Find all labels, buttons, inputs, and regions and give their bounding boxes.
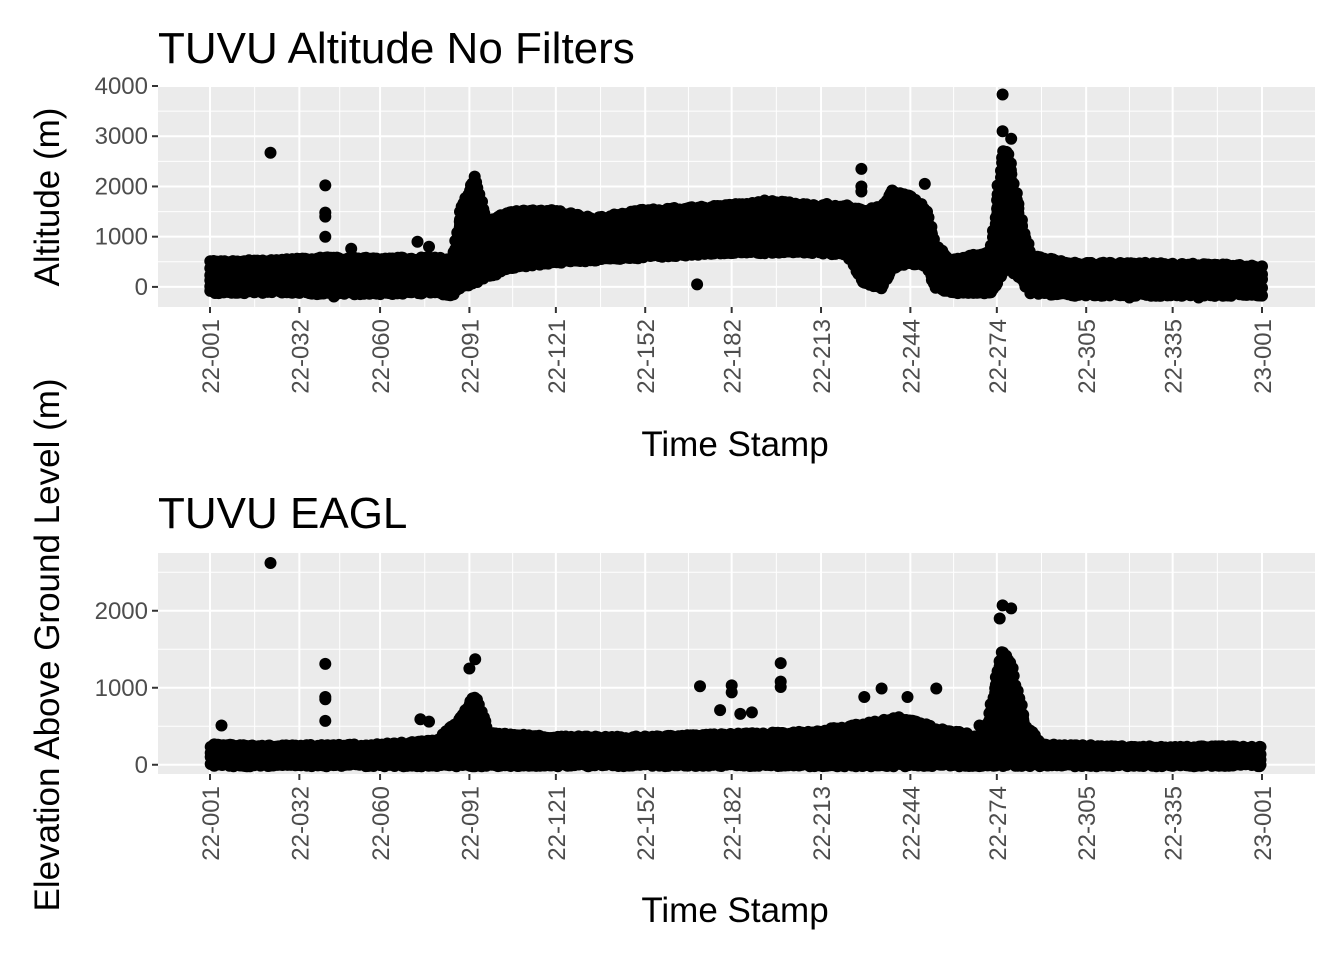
- altitude-outlier-point: [855, 185, 868, 198]
- altitude-outlier-point: [1192, 291, 1205, 304]
- altitude-x-tick-label: 22-213: [809, 319, 836, 394]
- altitude-outlier-point: [1005, 132, 1018, 145]
- altitude-x-tick-label: 22-335: [1161, 319, 1188, 394]
- altitude-x-tick-label: 22-305: [1074, 319, 1101, 394]
- altitude-outlier-point: [411, 235, 424, 248]
- altitude-outlier-point: [327, 290, 340, 303]
- altitude-y-tick-label: 1000: [95, 224, 148, 251]
- altitude-outlier-point: [322, 265, 335, 278]
- altitude-y-axis-title: Altitude (m): [28, 108, 67, 287]
- altitude-x-tick-label: 22-274: [985, 319, 1012, 394]
- altitude-y-tick-label: 3000: [95, 123, 148, 150]
- altitude-outlier-point: [423, 240, 435, 253]
- altitude-points: [204, 88, 1268, 304]
- altitude-chart-title: TUVU Altitude No Filters: [158, 24, 635, 73]
- altitude-outlier-point: [319, 251, 332, 264]
- altitude-outlier-point: [918, 177, 931, 190]
- altitude-outlier-point: [1042, 284, 1055, 297]
- eagl-chart-title: TUVU EAGL: [158, 489, 407, 538]
- altitude-y-axis: 0 1000 2000 3000 4000: [95, 73, 158, 301]
- altitude-x-tick-label: 22-121: [544, 319, 571, 394]
- altitude-chart: TUVU Altitude No Filters 0 1000 2000 3000 40…: [28, 24, 1315, 464]
- altitude-y-tick-label: 4000: [95, 73, 148, 100]
- altitude-x-tick-label: 22-152: [633, 319, 660, 394]
- altitude-x-tick-label: 22-001: [198, 319, 225, 394]
- altitude-y-tick-label: 2000: [95, 173, 148, 200]
- altitude-outlier-point: [855, 162, 868, 175]
- altitude-x-tick-label: 22-060: [368, 319, 395, 394]
- altitude-outlier-point: [895, 188, 908, 200]
- altitude-x-axis-title: Time Stamp: [641, 425, 828, 464]
- altitude-outlier-point: [345, 242, 358, 255]
- altitude-outlier-point: [319, 230, 332, 243]
- altitude-data-point: [1256, 289, 1268, 302]
- altitude-x-tick-label: 22-182: [720, 319, 747, 394]
- altitude-x-tick-label: 22-091: [457, 319, 484, 394]
- altitude-outlier-point: [1123, 291, 1136, 304]
- altitude-x-axis: 22-001 22-032 22-060 22-091 22-121 22-152 22-1…: [198, 307, 1277, 394]
- altitude-outlier-point: [996, 88, 1009, 101]
- altitude-outlier-point: [264, 146, 277, 159]
- altitude-x-tick-label: 22-244: [898, 319, 925, 394]
- altitude-outlier-point: [319, 179, 332, 192]
- altitude-outlier-point: [319, 210, 332, 223]
- altitude-x-tick-label: 22-032: [287, 319, 314, 394]
- altitude-outlier-point: [691, 278, 704, 291]
- altitude-outlier-point: [820, 198, 833, 210]
- altitude-x-tick-label: 23-001: [1250, 319, 1277, 394]
- altitude-y-tick-label: 0: [135, 274, 148, 301]
